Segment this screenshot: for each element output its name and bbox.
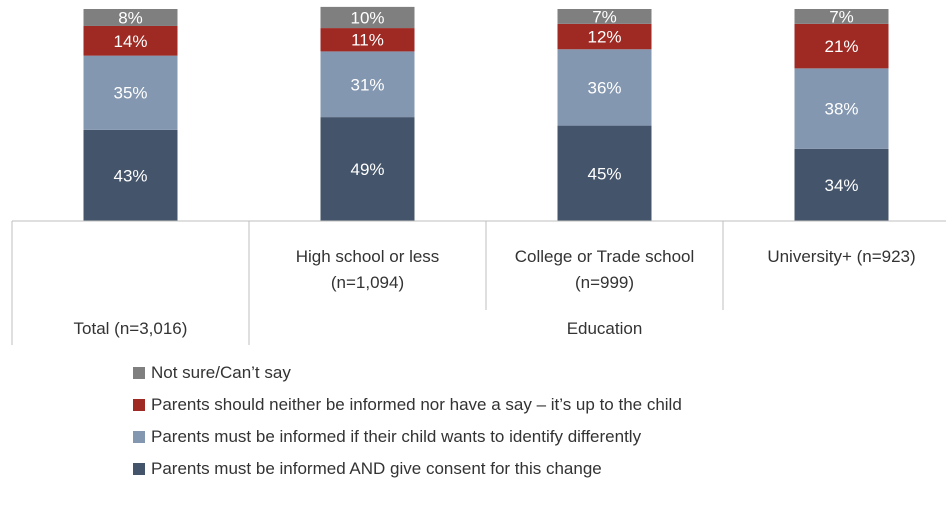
data-label: 35%	[113, 84, 147, 103]
data-label: 10%	[350, 8, 384, 27]
bar-segment-3-series-3	[557, 23, 652, 50]
legend-item: Parents should neither be informed nor h…	[133, 394, 682, 416]
legend-item: Parents must be informed if their child …	[133, 426, 641, 448]
bar-segment-3-series-1	[557, 125, 652, 221]
data-label: 31%	[350, 75, 384, 94]
data-label: 34%	[824, 176, 858, 195]
data-label: 45%	[587, 164, 621, 183]
data-label: 8%	[118, 8, 143, 27]
data-label: 36%	[587, 78, 621, 97]
bar-segment-4-series-1	[794, 148, 889, 221]
data-label: 14%	[113, 32, 147, 51]
data-label: 49%	[350, 160, 384, 179]
bar-segment-1-series-3	[83, 25, 178, 56]
bar-segment-1-series-2	[83, 55, 178, 130]
category-label: (n=1,094)	[331, 273, 404, 292]
legend-swatch	[133, 431, 145, 443]
bar-segment-4-series-2	[794, 68, 889, 149]
data-label: 43%	[113, 166, 147, 185]
category-label: Total (n=3,016)	[74, 319, 188, 338]
data-label: 11%	[351, 31, 384, 50]
legend-item: Parents must be informed AND give consen…	[133, 458, 602, 480]
bar-segment-3-series-4	[557, 9, 652, 24]
legend-label: Not sure/Can’t say	[151, 363, 291, 382]
legend-swatch	[133, 399, 145, 411]
legend-label: Parents must be informed if their child …	[151, 427, 642, 446]
data-label: 21%	[824, 37, 858, 56]
group-label: Education	[567, 319, 643, 338]
category-label: High school or less	[296, 247, 440, 266]
legend-swatch	[133, 367, 145, 379]
legend-item: Not sure/Can’t say	[133, 362, 291, 384]
legend-swatch	[133, 463, 145, 475]
bar-segment-1-series-4	[83, 9, 178, 26]
bar-segment-4-series-3	[794, 23, 889, 69]
bar-segment-2-series-2	[320, 51, 415, 118]
legend-label: Parents should neither be informed nor h…	[151, 395, 682, 414]
data-label: 12%	[587, 28, 621, 47]
data-label: 7%	[829, 7, 854, 26]
bar-segment-2-series-4	[320, 6, 415, 29]
bar-segment-3-series-2	[557, 49, 652, 126]
data-label: 7%	[592, 7, 617, 26]
bar-segment-2-series-3	[320, 28, 415, 52]
category-label: (n=999)	[575, 273, 634, 292]
stacked-bar-chart: 43% 35% 14% 8% 49% 31% 11% 10% 45% 36% 12% 7% 34% 38%…	[11, 6, 946, 345]
bar-segment-4-series-4	[794, 9, 889, 24]
category-label: University+ (n=923)	[767, 247, 915, 266]
legend-label: Parents must be informed AND give consen…	[151, 459, 602, 478]
bar-segment-1-series-1	[83, 129, 178, 221]
data-label: 38%	[824, 100, 858, 119]
bar-segment-2-series-1	[320, 117, 415, 221]
category-label: College or Trade school	[515, 247, 695, 266]
